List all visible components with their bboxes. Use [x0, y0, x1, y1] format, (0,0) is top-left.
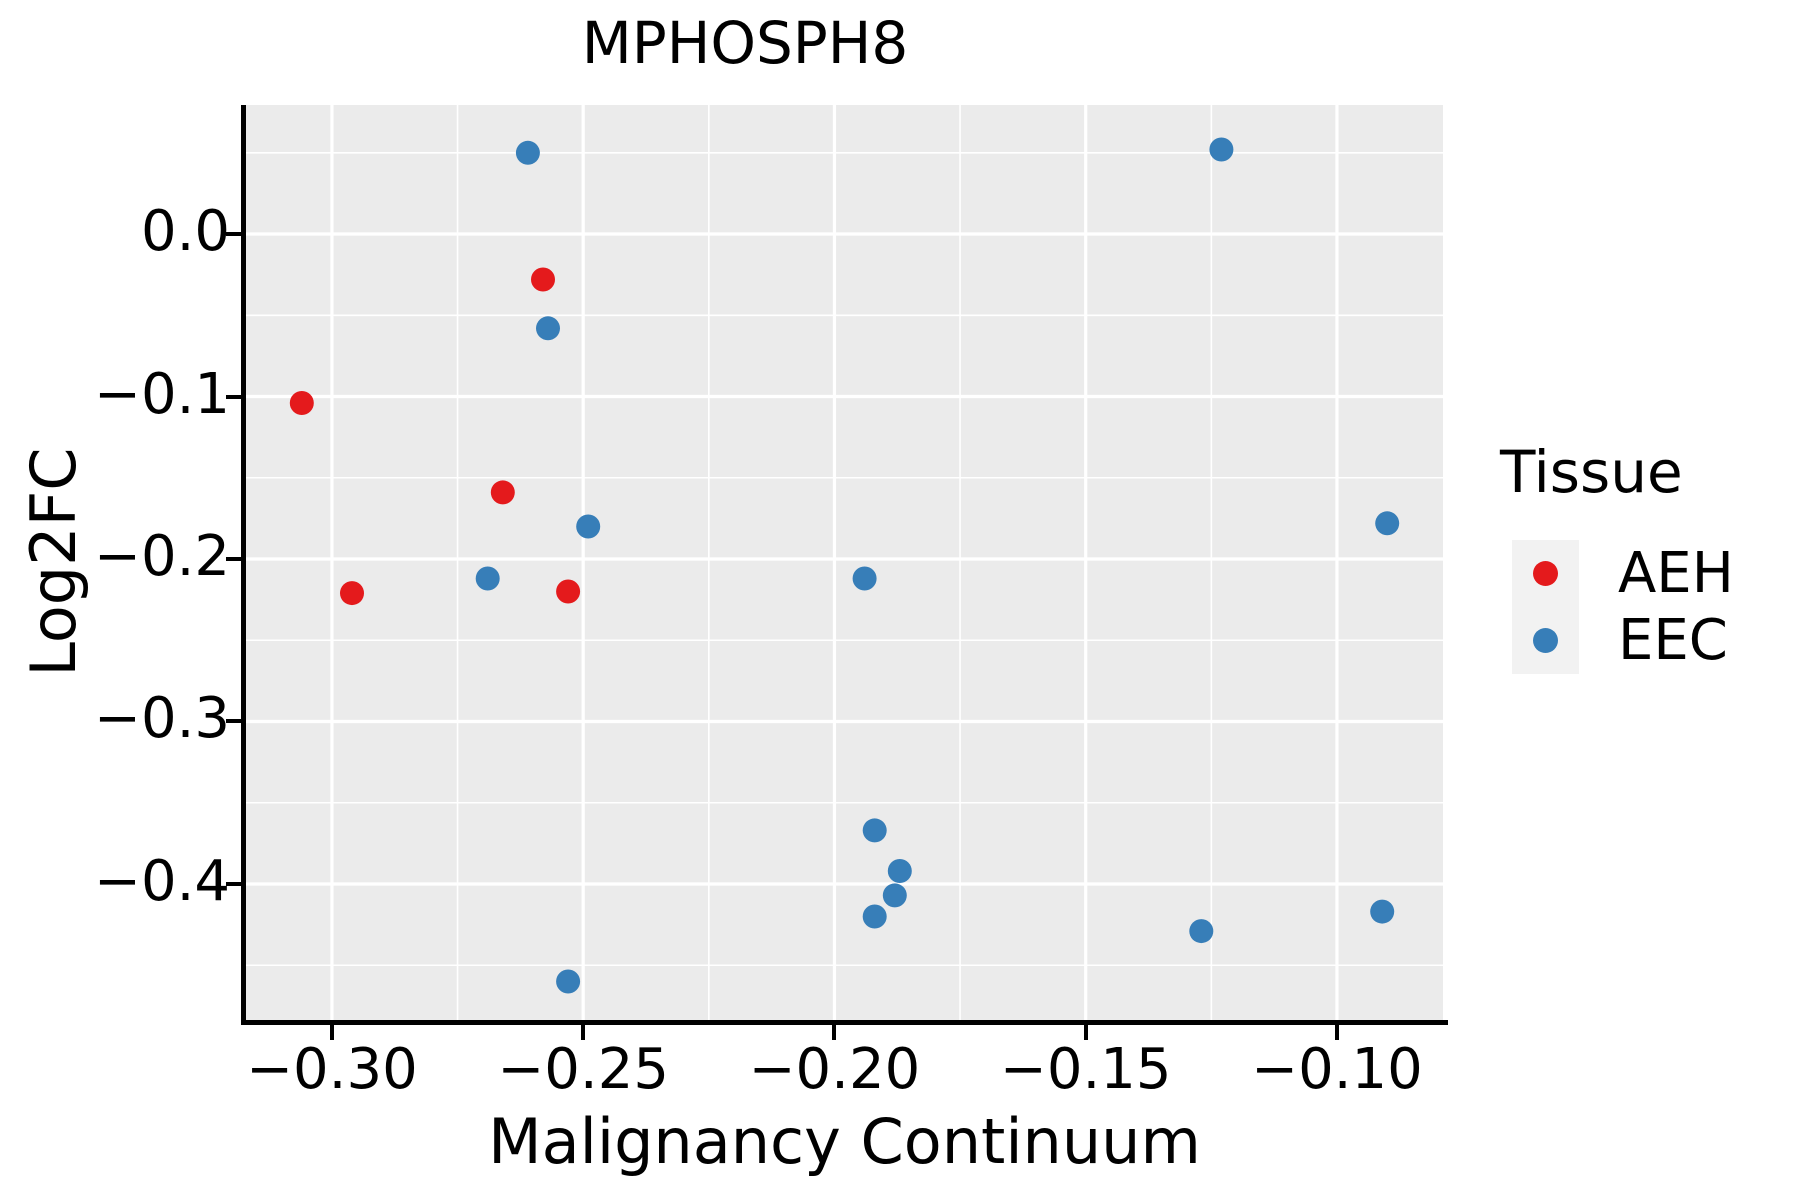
y-axis-title: Log2FC [17, 447, 90, 677]
x-tick-label: −0.15 [999, 1037, 1172, 1102]
x-axis-line [241, 1020, 1448, 1025]
data-point-eec [556, 969, 581, 994]
data-point-eec [475, 566, 500, 591]
plot-title: MPHOSPH8 [581, 9, 909, 77]
plot-panel [246, 105, 1443, 1020]
data-point-eec [1189, 919, 1214, 944]
x-tick-mark [1083, 1025, 1088, 1040]
data-point-eec [1370, 899, 1395, 924]
data-point-eec [536, 316, 560, 341]
x-tick-mark [581, 1025, 586, 1040]
legend-key-eec [1512, 607, 1579, 674]
y-tick-mark [226, 394, 241, 399]
data-point-aeh [490, 480, 515, 505]
data-point-eec [862, 904, 887, 929]
scatter-plot [246, 105, 1443, 1020]
y-tick-label: −0.3 [94, 686, 230, 752]
x-tick-label: −0.25 [497, 1037, 669, 1102]
x-axis-title: Malignancy Continuum [488, 1105, 1201, 1178]
y-tick-mark [226, 557, 241, 561]
eec-dot-icon [1533, 628, 1558, 653]
data-point-eec [887, 859, 912, 883]
x-tick-label: −0.30 [246, 1037, 418, 1102]
data-point-eec [576, 514, 601, 539]
data-point-eec [852, 566, 877, 591]
legend-label-aeh: AEH [1618, 541, 1734, 606]
y-tick-mark [226, 719, 241, 724]
x-tick-mark [1334, 1025, 1339, 1040]
x-tick-label: −0.10 [1251, 1037, 1423, 1102]
y-tick-label: 0.0 [140, 199, 230, 265]
y-tick-mark [226, 232, 241, 237]
data-point-eec [882, 883, 907, 908]
data-point-aeh [289, 391, 314, 415]
y-axis-line [241, 105, 246, 1025]
y-tick-label: −0.2 [94, 524, 230, 589]
data-point-eec [1375, 511, 1400, 536]
data-point-eec [862, 818, 887, 843]
aeh-dot-icon [1533, 561, 1558, 586]
legend-label-eec: EEC [1618, 608, 1728, 673]
legend-title: Tissue [1500, 438, 1683, 506]
x-tick-label: −0.20 [748, 1037, 921, 1102]
data-point-aeh [340, 581, 364, 606]
data-point-eec [1209, 137, 1234, 162]
legend-key-aeh [1512, 540, 1579, 607]
data-point-eec [515, 140, 540, 165]
x-tick-mark [832, 1025, 837, 1040]
data-point-aeh [531, 267, 555, 292]
y-tick-mark [226, 881, 241, 886]
x-tick-mark [329, 1025, 334, 1040]
y-tick-label: −0.1 [94, 361, 230, 427]
y-tick-label: −0.4 [94, 848, 230, 914]
data-point-aeh [556, 579, 581, 604]
